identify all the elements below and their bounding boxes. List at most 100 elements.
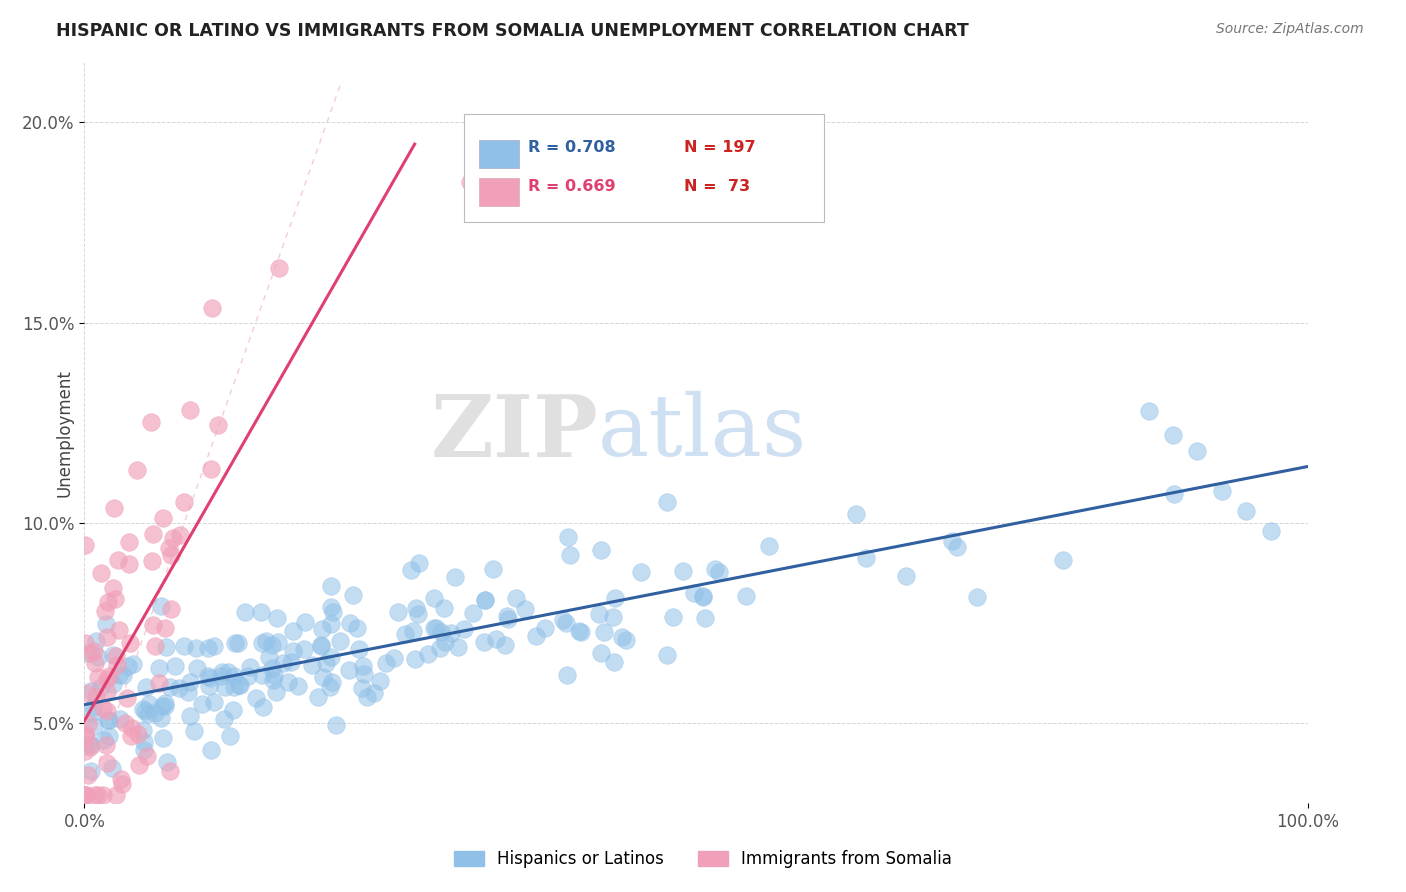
- Point: [349, 642, 371, 657]
- Point: [474, 593, 496, 607]
- Point: [197, 640, 219, 655]
- Point: [281, 624, 304, 638]
- Point: [568, 624, 591, 639]
- Point: [84, 657, 107, 671]
- Point: [148, 661, 170, 675]
- Point: [321, 675, 343, 690]
- Point: [177, 685, 200, 699]
- Point: [855, 551, 877, 566]
- Point: [496, 609, 519, 624]
- Point: [447, 640, 470, 654]
- Point: [496, 612, 519, 626]
- Point: [321, 599, 343, 614]
- Point: [173, 495, 195, 509]
- Point: [301, 658, 323, 673]
- Point: [83, 644, 105, 658]
- Point: [91, 701, 114, 715]
- Point: [80, 646, 103, 660]
- Point: [423, 591, 446, 606]
- Point: [191, 697, 214, 711]
- Point: [311, 638, 333, 652]
- Point: [1163, 486, 1185, 500]
- Point: [96, 704, 118, 718]
- Point: [271, 656, 294, 670]
- Text: R = 0.669: R = 0.669: [529, 179, 616, 194]
- Point: [245, 691, 267, 706]
- Point: [423, 621, 446, 635]
- Point: [429, 640, 451, 655]
- Point: [103, 501, 125, 516]
- Point: [97, 595, 120, 609]
- Point: [120, 636, 142, 650]
- Point: [294, 615, 316, 630]
- Point: [214, 680, 236, 694]
- Point: [105, 658, 128, 673]
- Point: [374, 656, 396, 670]
- Point: [80, 683, 103, 698]
- Point: [197, 669, 219, 683]
- Point: [280, 655, 302, 669]
- Point: [404, 652, 426, 666]
- Point: [458, 176, 481, 190]
- Point: [443, 570, 465, 584]
- Point: [416, 648, 439, 662]
- Point: [482, 562, 505, 576]
- Point: [250, 605, 273, 619]
- Point: [138, 698, 160, 712]
- Point: [77, 737, 100, 751]
- Point: [108, 668, 131, 682]
- Point: [263, 668, 285, 682]
- Point: [211, 665, 233, 679]
- Point: [353, 667, 375, 681]
- Point: [352, 681, 374, 695]
- Point: [224, 680, 246, 694]
- Point: [134, 704, 156, 718]
- Point: [96, 756, 118, 771]
- Point: [111, 777, 134, 791]
- Point: [1161, 427, 1184, 442]
- Point: [569, 624, 592, 639]
- Point: [121, 657, 143, 671]
- Point: [363, 686, 385, 700]
- Point: [73, 726, 96, 740]
- Point: [75, 788, 97, 802]
- Point: [152, 731, 174, 746]
- Point: [342, 589, 364, 603]
- Point: [281, 644, 304, 658]
- Point: [207, 418, 229, 433]
- Point: [406, 607, 429, 621]
- Point: [368, 673, 391, 688]
- Point: [201, 301, 224, 315]
- Point: [277, 674, 299, 689]
- Point: [319, 579, 342, 593]
- Point: [125, 463, 148, 477]
- Point: [267, 635, 290, 649]
- Point: [402, 624, 425, 639]
- Point: [329, 633, 352, 648]
- Text: ZIP: ZIP: [430, 391, 598, 475]
- Point: [315, 656, 337, 670]
- Point: [212, 712, 235, 726]
- Text: N =  73: N = 73: [683, 179, 749, 194]
- Point: [105, 788, 128, 802]
- Point: [1137, 403, 1160, 417]
- Point: [104, 591, 127, 606]
- Point: [735, 589, 758, 603]
- Text: R = 0.708: R = 0.708: [529, 140, 616, 155]
- Point: [160, 549, 183, 563]
- Point: [307, 690, 329, 704]
- Point: [319, 616, 342, 631]
- Point: [224, 636, 246, 650]
- Point: [254, 634, 277, 648]
- Point: [337, 663, 360, 677]
- Point: [152, 511, 174, 525]
- Point: [150, 698, 173, 713]
- Point: [143, 706, 166, 720]
- Point: [209, 669, 232, 683]
- Point: [440, 625, 463, 640]
- Point: [101, 761, 124, 775]
- Point: [683, 586, 706, 600]
- Point: [692, 590, 714, 604]
- Point: [534, 621, 557, 635]
- Point: [236, 668, 259, 682]
